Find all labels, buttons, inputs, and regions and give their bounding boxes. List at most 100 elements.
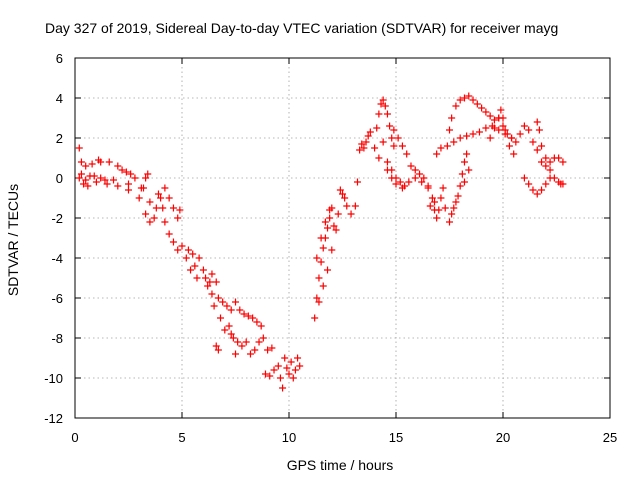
data-point (80, 180, 88, 188)
data-point (420, 174, 428, 182)
data-point (418, 178, 426, 186)
data-point (405, 178, 413, 186)
data-point (383, 158, 391, 166)
data-point (266, 372, 274, 380)
data-point (154, 190, 162, 198)
data-point (264, 346, 272, 354)
data-point (125, 180, 132, 188)
data-point (435, 206, 443, 214)
data-point (353, 178, 361, 186)
data-point (84, 182, 92, 190)
data-point (339, 190, 346, 198)
data-point (446, 218, 453, 226)
data-point (246, 350, 254, 358)
data-point (253, 318, 261, 326)
data-point (125, 186, 132, 194)
data-point (373, 124, 381, 132)
data-point (159, 204, 167, 212)
x-axis-label: GPS time / hours (287, 457, 394, 473)
data-point (178, 242, 186, 250)
x-tick-label: 25 (603, 430, 617, 445)
data-point (217, 314, 225, 322)
data-point (364, 132, 372, 140)
data-point (538, 142, 546, 150)
x-tick-label: 15 (389, 430, 403, 445)
data-point (347, 210, 355, 218)
data-point (390, 126, 398, 134)
data-series-sdtvar (75, 92, 567, 392)
y-tick-label: 4 (56, 91, 63, 106)
data-point (92, 178, 100, 186)
data-point (439, 184, 447, 192)
data-point (97, 174, 105, 182)
data-point (463, 150, 471, 158)
data-point (473, 100, 481, 108)
data-point (289, 374, 297, 382)
data-point (249, 314, 257, 322)
x-tick-label: 5 (178, 430, 185, 445)
data-point (165, 230, 173, 238)
data-point (538, 158, 546, 166)
data-point (538, 186, 546, 194)
data-point (456, 182, 464, 190)
data-point (555, 154, 563, 162)
data-point (212, 278, 220, 286)
data-point (482, 108, 490, 116)
data-point (324, 224, 332, 232)
data-point (279, 384, 287, 392)
data-point (214, 346, 222, 354)
data-point (334, 210, 342, 218)
data-point (450, 138, 458, 146)
data-point (469, 130, 477, 138)
data-point (428, 194, 436, 202)
data-point (351, 202, 359, 210)
data-point (520, 174, 528, 182)
data-point (227, 306, 235, 314)
data-point (516, 130, 524, 138)
data-point (426, 202, 434, 210)
data-point (341, 194, 349, 202)
x-tick-label: 0 (71, 430, 78, 445)
data-point (520, 122, 528, 130)
data-point (358, 140, 366, 148)
data-point (398, 184, 406, 192)
data-point (542, 162, 550, 170)
data-point (182, 254, 190, 262)
data-point (184, 246, 192, 254)
data-point (403, 150, 411, 158)
data-point (460, 178, 468, 186)
data-point (319, 244, 327, 252)
data-point (206, 278, 214, 286)
data-point (533, 146, 541, 154)
data-point (452, 198, 460, 206)
x-tick-label: 20 (496, 430, 510, 445)
data-point (533, 190, 541, 198)
data-point (195, 254, 203, 262)
data-point (221, 326, 229, 334)
data-point (214, 294, 222, 302)
data-point (276, 374, 284, 382)
data-point (285, 370, 293, 378)
data-point (490, 116, 498, 124)
data-point (75, 174, 83, 182)
data-point (533, 118, 541, 126)
x-tick-label: 10 (282, 430, 296, 445)
data-point (315, 274, 323, 282)
data-point (189, 250, 197, 258)
data-point (465, 92, 473, 100)
data-point (142, 174, 150, 182)
data-point (105, 158, 113, 166)
data-point (161, 218, 169, 226)
data-point (135, 194, 143, 202)
data-point (225, 322, 233, 330)
data-point (255, 338, 263, 346)
data-point (287, 358, 295, 366)
data-point (210, 302, 218, 310)
data-point (458, 170, 466, 178)
data-point (424, 184, 432, 192)
data-point (169, 238, 177, 246)
data-point (379, 138, 387, 146)
data-point (495, 126, 503, 134)
data-point (257, 322, 265, 330)
